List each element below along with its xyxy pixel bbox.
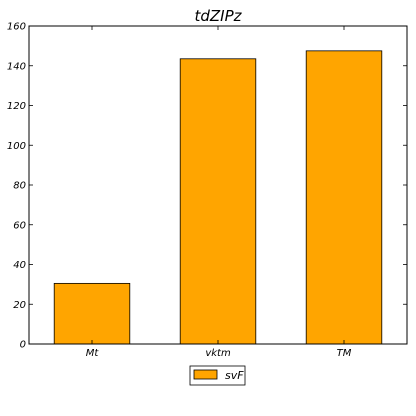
legend-swatch-svF	[193, 369, 218, 380]
y-tick-label-60: 60	[13, 220, 26, 231]
x-tick-label-TM: TM	[337, 348, 352, 359]
legend-label-svF: svF	[225, 369, 244, 382]
y-tick-label-40: 40	[13, 260, 26, 271]
y-tick-label-160: 160	[7, 22, 26, 33]
plot-frame	[28, 25, 408, 345]
bar-vktm	[179, 58, 257, 345]
x-tick-label-Mt: Mt	[86, 348, 100, 359]
bar-Mt	[53, 282, 131, 345]
y-tick-label-0: 0	[20, 340, 26, 351]
y-tick-label-80: 80	[13, 181, 26, 192]
legend: svF	[189, 365, 246, 386]
ticks-layer: Mt vktm TM 0 20 40 60 80 100 120 140 160	[7, 22, 407, 359]
chart-title: tdZIPz	[194, 7, 242, 25]
bar-TM	[305, 50, 383, 345]
y-tick-label-20: 20	[13, 300, 26, 311]
y-tick-label-120: 120	[7, 101, 26, 112]
x-tick-label-vktm: vktm	[205, 348, 231, 359]
y-tick-label-140: 140	[7, 61, 26, 72]
bars-layer	[53, 50, 383, 345]
y-tick-label-100: 100	[7, 141, 26, 152]
